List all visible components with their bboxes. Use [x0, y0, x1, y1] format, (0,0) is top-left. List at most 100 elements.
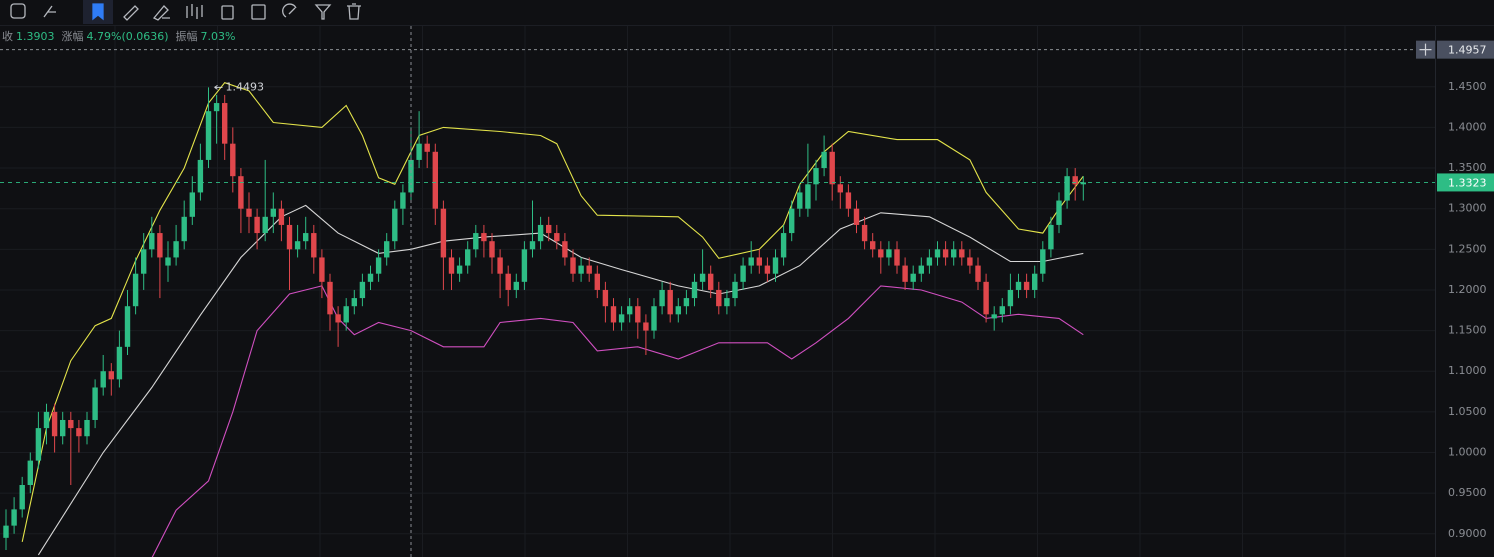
- candle-body: [813, 168, 819, 185]
- crosshair-plus: [1419, 43, 1432, 56]
- band-line: [151, 285, 1084, 557]
- band-line: [21, 82, 1084, 543]
- tool-icon[interactable]: [314, 4, 332, 20]
- candle-body: [230, 143, 236, 177]
- tool-icon[interactable]: [282, 3, 297, 18]
- candle-body: [448, 257, 455, 274]
- candle-body: [343, 306, 349, 323]
- candle-body: [537, 224, 544, 242]
- candle-body: [35, 428, 42, 461]
- candle-body: [213, 103, 220, 112]
- candle-body: [513, 281, 519, 290]
- candle-body: [3, 525, 9, 538]
- candle-body: [400, 192, 406, 209]
- candle-body: [359, 281, 366, 299]
- tool-icon[interactable]: [92, 3, 104, 21]
- candle-body: [465, 249, 471, 266]
- candle-body: [222, 103, 228, 144]
- candle-body: [197, 159, 204, 193]
- candle-body: [124, 306, 131, 347]
- y-tick-label: 1.0000: [1448, 445, 1487, 458]
- band-line: [37, 204, 1084, 556]
- candle-body: [797, 192, 803, 209]
- candle-body: [635, 306, 641, 323]
- candle-body: [918, 265, 924, 274]
- candle-body: [19, 484, 25, 510]
- candle-body: [319, 257, 325, 282]
- candle-body: [716, 289, 722, 307]
- candle-body: [764, 265, 771, 274]
- candle-body: [84, 419, 90, 437]
- candle-body: [1072, 176, 1078, 185]
- candle-body: [262, 216, 268, 234]
- tool-icon[interactable]: [347, 3, 361, 20]
- candle-body: [489, 241, 495, 258]
- candle-body: [562, 241, 568, 258]
- candle-body: [11, 509, 17, 526]
- candle-body: [967, 257, 973, 266]
- candle-body: [416, 143, 422, 160]
- tool-icon[interactable]: [43, 5, 56, 18]
- candle-body: [910, 273, 916, 282]
- candle-body: [529, 241, 536, 250]
- candle-body: [699, 273, 706, 282]
- info-bar: 收 1.3903 涨幅 4.79%(0.0636) 振幅 7.03%: [2, 29, 235, 43]
- candle-body: [594, 273, 600, 290]
- candle-body: [894, 249, 900, 266]
- info-value: 4.79%(0.0636): [87, 30, 169, 43]
- candle-body: [740, 265, 746, 282]
- y-tick-label: 1.3000: [1448, 202, 1487, 215]
- candle-body: [554, 233, 560, 242]
- candle-body: [708, 273, 714, 290]
- candle-body: [570, 257, 576, 274]
- candle-body: [278, 208, 285, 225]
- tool-icon[interactable]: [10, 3, 26, 19]
- bands: [21, 82, 1084, 557]
- candle-body: [870, 241, 876, 250]
- candle-body: [505, 273, 511, 290]
- tool-icon[interactable]: [152, 5, 170, 21]
- candle-body: [1048, 224, 1054, 250]
- candle-body: [521, 249, 528, 282]
- candle-body: [116, 346, 123, 380]
- candle-body: [780, 233, 787, 258]
- candle-body: [43, 411, 50, 429]
- candle-body: [181, 216, 187, 242]
- last-price-box: [1437, 173, 1494, 192]
- candle-body: [789, 208, 795, 234]
- candle-body: [27, 460, 33, 485]
- y-tick-label: 1.0500: [1448, 405, 1487, 418]
- candle-body: [1040, 249, 1046, 274]
- candle-body: [983, 281, 989, 315]
- candle-body: [724, 298, 730, 307]
- tool-icon[interactable]: [123, 5, 139, 21]
- candle-body: [92, 387, 98, 420]
- candle-body: [440, 208, 447, 258]
- candle-body: [165, 257, 171, 266]
- candle-body: [60, 419, 66, 437]
- tool-icon[interactable]: [186, 4, 203, 19]
- grid: 1.4500 1.4000 1.3500 1.3000 1.2500 1.2000 1.15…: [0, 26, 1487, 557]
- tool-icon[interactable]: [221, 5, 234, 20]
- candle-body: [149, 233, 155, 250]
- candle-body: [610, 306, 617, 323]
- candle-body: [756, 257, 762, 266]
- candle-body: [270, 208, 276, 217]
- candle-body: [286, 224, 293, 250]
- candle-body: [51, 411, 58, 437]
- candle-body: [975, 265, 981, 282]
- tool-icon[interactable]: [251, 4, 266, 20]
- candle-body: [951, 249, 957, 258]
- info-label: 收: [2, 29, 13, 43]
- candle-body: [1064, 176, 1070, 201]
- candle-body: [691, 281, 698, 299]
- info-value: 1.3903: [16, 30, 55, 43]
- candle-body: [821, 151, 827, 169]
- candle-body: [748, 257, 754, 266]
- candle-body: [586, 265, 592, 274]
- candle-body: [546, 224, 552, 234]
- y-tick-label: 0.9500: [1448, 486, 1487, 499]
- y-tick-label: 1.3500: [1448, 161, 1487, 174]
